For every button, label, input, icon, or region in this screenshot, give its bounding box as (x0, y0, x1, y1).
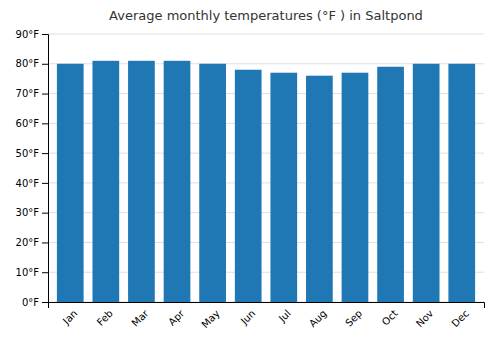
x-tick: Jan (60, 308, 79, 327)
y-tick: 20°F (16, 237, 48, 248)
bar (342, 73, 369, 302)
y-tick-mark (42, 272, 48, 273)
x-tick-label: Feb (95, 308, 115, 328)
y-tick: 40°F (16, 178, 48, 189)
y-tick-mark (42, 183, 48, 184)
x-tick-label: Jan (60, 308, 79, 327)
x-tick-label: Sep (343, 308, 364, 329)
grid-line (48, 34, 484, 35)
y-axis-line (42, 35, 49, 303)
y-tick: 50°F (16, 148, 48, 159)
y-tick: 0°F (22, 297, 48, 308)
y-tick: 80°F (16, 58, 48, 69)
y-tick-label: 60°F (16, 118, 40, 129)
bar (164, 61, 191, 302)
y-tick-mark (42, 34, 48, 35)
y-tick-mark (42, 94, 48, 95)
bar (270, 73, 297, 302)
bar (92, 61, 119, 302)
plot-area: 0°F 10°F 20°F 30°F 40°F 50°F 60°F 70°F 80°F 90°F J… (16, 29, 485, 330)
y-tick-label: 30°F (16, 207, 40, 218)
y-tick-label: 90°F (16, 29, 40, 40)
chart-container: Average monthly temperatures (°F ) in Sa… (0, 0, 500, 350)
y-tick: 10°F (16, 267, 48, 278)
y-tick: 30°F (16, 207, 48, 218)
y-tick-mark (42, 302, 48, 303)
y-axis: 0°F 10°F 20°F 30°F 40°F 50°F 60°F 70°F 80°F 90°F (16, 29, 49, 308)
x-tick: Oct (380, 308, 400, 328)
y-tick-mark (42, 123, 48, 124)
x-tick: Dec (449, 308, 470, 329)
bar (128, 61, 155, 302)
y-tick-mark (42, 213, 48, 214)
bars (57, 61, 475, 302)
y-tick-label: 40°F (16, 178, 40, 189)
y-tick-label: 10°F (16, 267, 40, 278)
x-tick-label: Mar (129, 307, 151, 329)
grid (48, 34, 484, 302)
x-tick-label: Apr (166, 307, 187, 328)
bar (448, 64, 475, 302)
x-tick: Nov (414, 308, 436, 330)
y-tick-label: 50°F (16, 148, 40, 159)
y-tick: 60°F (16, 118, 48, 129)
chart-svg: Average monthly temperatures (°F ) in Sa… (0, 0, 500, 350)
bar (306, 76, 333, 302)
x-tick-label: Jul (276, 308, 293, 325)
y-tick-mark (42, 64, 48, 65)
y-tick-label: 70°F (16, 88, 40, 99)
y-tick-label: 0°F (22, 297, 39, 308)
x-tick-label: Aug (307, 308, 329, 330)
x-tick: Sep (343, 308, 364, 329)
x-tick: Mar (129, 307, 151, 329)
chart-title: Average monthly temperatures (°F ) in Sa… (109, 8, 423, 23)
bar (377, 67, 404, 302)
x-tick: Feb (95, 308, 115, 328)
y-tick-label: 80°F (16, 58, 40, 69)
x-tick: Jul (276, 308, 293, 325)
bar (413, 64, 440, 302)
x-tick-label: May (199, 308, 221, 330)
x-axis-line (49, 303, 485, 309)
y-tick-label: 20°F (16, 237, 40, 248)
x-tick-label: Jun (238, 308, 258, 328)
x-tick: Jun (238, 308, 258, 328)
y-tick-mark (42, 153, 48, 154)
x-tick-label: Dec (449, 308, 470, 329)
x-tick: Apr (166, 307, 187, 328)
x-tick: May (199, 308, 221, 330)
bar (57, 64, 84, 302)
y-tick-mark (42, 242, 48, 243)
bar (199, 64, 226, 302)
x-axis: Jan Feb Mar Apr May Jun Jul Aug Sep Oct Nov Dec (49, 303, 485, 331)
x-tick-label: Oct (380, 308, 400, 328)
y-tick: 90°F (16, 29, 48, 40)
x-tick-label: Nov (414, 308, 436, 330)
bar (235, 70, 262, 302)
y-tick: 70°F (16, 88, 48, 99)
x-tick: Aug (307, 308, 329, 330)
